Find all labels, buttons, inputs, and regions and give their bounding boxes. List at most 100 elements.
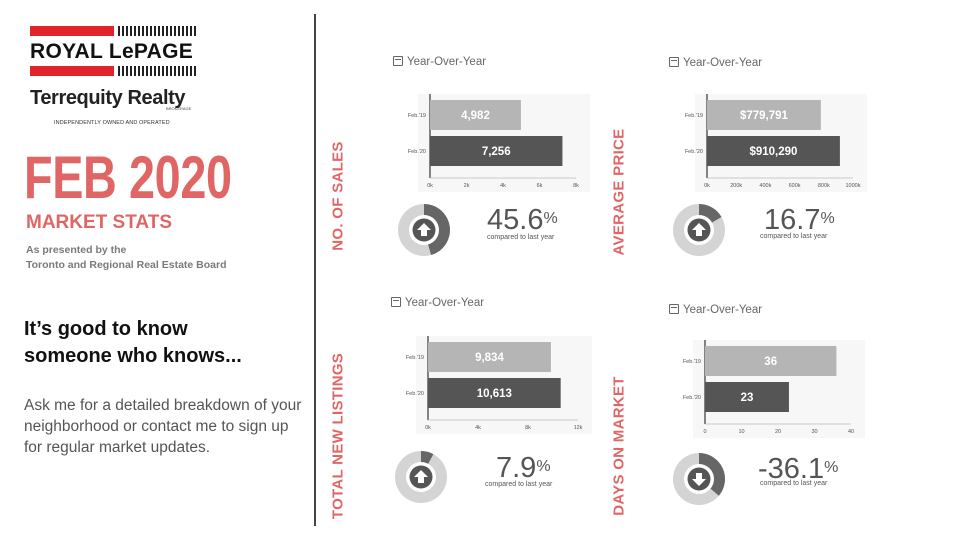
change-unit-price: %	[820, 210, 835, 227]
tick-label: 6k	[537, 183, 543, 189]
change-caption-dom: compared to last year	[760, 480, 828, 487]
tick-label: 400k	[759, 183, 771, 189]
yoy-title-dom: Year-Over-Year	[683, 304, 763, 316]
bar-prev	[705, 346, 837, 376]
value-label: 36	[764, 356, 777, 368]
tick-label: 0	[703, 429, 706, 435]
change-unit-sales: %	[543, 210, 558, 227]
tick-label: 1000k	[846, 183, 861, 189]
logo-stripes-top	[118, 26, 198, 36]
side-label-listings-text: TOTAL NEW LISTINGS	[329, 352, 347, 520]
tick-label: 4k	[500, 183, 506, 189]
pitch-body: Ask me for a detailed breakdown of your …	[24, 397, 302, 456]
yoy-header-price: Year-Over-Year	[669, 57, 762, 69]
tick-label: 200k	[730, 183, 742, 189]
value-label: $910,290	[749, 146, 797, 158]
value-label: 23	[741, 392, 754, 404]
tick-label: 20	[775, 429, 781, 435]
change-caption-listings: compared to last year	[485, 481, 553, 488]
brand-name: ROYAL LePAGE	[30, 40, 194, 63]
donut-dom	[673, 453, 725, 505]
category-label: Feb.'19	[685, 113, 703, 119]
pitch-heading-line-2: someone who knows...	[24, 345, 242, 367]
donut-listings	[395, 451, 447, 503]
tick-label: 0k	[425, 425, 431, 431]
value-label: 10,613	[477, 388, 512, 400]
category-label: Feb.'20	[406, 391, 424, 397]
change-value-dom: -36.1	[758, 453, 825, 485]
brand-office-name: Terrequity Realty	[30, 87, 186, 109]
value-label: 7,256	[482, 146, 511, 158]
tick-label: 4k	[475, 425, 481, 431]
tick-label: 8k	[525, 425, 531, 431]
tick-label: 40	[848, 429, 854, 435]
donut-price	[673, 204, 725, 256]
change-unit-listings: %	[536, 458, 551, 475]
logo-red-bar-bottom	[30, 66, 114, 76]
tick-label: 30	[811, 429, 817, 435]
change-value-listings: 7.9	[496, 452, 537, 484]
change-pct-price: 16.7%	[764, 205, 835, 235]
yoy-header-sales: Year-Over-Year	[393, 56, 486, 68]
side-label-sales-text: NO. OF SALES	[329, 141, 347, 251]
yoy-header-dom: Year-Over-Year	[669, 304, 762, 316]
presented-by: As presented by the Toronto and Regional…	[26, 243, 227, 273]
change-pct-sales: 45.6%	[487, 205, 558, 235]
yoy-title-price: Year-Over-Year	[683, 57, 763, 69]
bar-chart-listings: Feb.'19 9,834 Feb.'20 10,613 0k 4k 8k 12k	[406, 336, 592, 434]
yoy-header-listings: Year-Over-Year	[391, 297, 484, 309]
tick-label: 8k	[573, 183, 579, 189]
tick-label: 600k	[789, 183, 801, 189]
pitch-heading-line-1: It’s good to know	[24, 318, 188, 340]
category-label: Feb.'20	[685, 149, 703, 155]
tick-label: 0k	[704, 183, 710, 189]
bar-chart-sales: Feb.'19 4,982 Feb.'20 7,256 0k 2k 4k 6k 8k	[408, 94, 590, 192]
calendar-icon	[391, 297, 401, 307]
headline-month: FEB 2020	[24, 144, 232, 211]
pitch-heading: It’s good to know someone who knows...	[24, 316, 284, 370]
side-label-sales: NO. OF SALES	[330, 140, 358, 252]
arrow-down-icon	[692, 473, 706, 486]
arrow-up-icon	[414, 470, 428, 483]
bar-chart-dom: Feb.'19 36 Feb.'20 23 0 10 20 30 40	[683, 340, 865, 438]
category-label: Feb.'19	[408, 113, 426, 119]
bar-curr	[707, 136, 840, 166]
presented-line-1: As presented by the	[26, 244, 127, 256]
category-label: Feb.'19	[406, 355, 424, 361]
presented-line-2: Toronto and Regional Real Estate Board	[26, 259, 227, 271]
column-divider	[314, 14, 316, 526]
change-pct-listings: 7.9%	[496, 453, 551, 483]
headline-subtitle: MARKET STATS	[26, 212, 173, 233]
side-label-listings: TOTAL NEW LISTINGS	[330, 353, 358, 519]
side-label-dom-text: DAYS ON MARKET	[610, 376, 628, 516]
category-label: Feb.'20	[683, 395, 701, 401]
bar-curr	[428, 378, 561, 408]
logo-stripes-bottom	[118, 66, 198, 76]
calendar-icon	[669, 304, 679, 314]
value-label: 4,982	[461, 110, 490, 122]
change-unit-dom: %	[824, 459, 839, 476]
yoy-title-listings: Year-Over-Year	[405, 297, 485, 309]
bar-prev	[428, 342, 551, 372]
category-label: Feb.'20	[408, 149, 426, 155]
brand-logo: ROYAL LePAGE Terrequity Realty BROKERAGE…	[30, 26, 198, 130]
bar-curr	[430, 136, 563, 166]
donut-sales	[398, 204, 450, 256]
value-label: $779,791	[740, 110, 789, 122]
arrow-up-icon	[692, 223, 706, 236]
calendar-icon	[393, 56, 403, 66]
arrow-up-icon	[417, 223, 431, 236]
tick-label: 800k	[818, 183, 830, 189]
change-value-sales: 45.6	[487, 204, 544, 236]
brand-tagline: INDEPENDENTLY OWNED AND OPERATED	[54, 120, 170, 126]
tick-label: 12k	[574, 425, 583, 431]
calendar-icon	[669, 57, 679, 67]
change-caption-sales: compared to last year	[487, 234, 555, 241]
change-pct-dom: -36.1%	[758, 454, 838, 484]
tick-label: 2k	[464, 183, 470, 189]
value-label: 9,834	[475, 352, 504, 364]
yoy-title-sales: Year-Over-Year	[407, 56, 487, 68]
side-label-price-text: AVERAGE PRICE	[610, 128, 628, 256]
change-caption-price: compared to last year	[760, 233, 828, 240]
side-label-price: AVERAGE PRICE	[611, 129, 639, 256]
